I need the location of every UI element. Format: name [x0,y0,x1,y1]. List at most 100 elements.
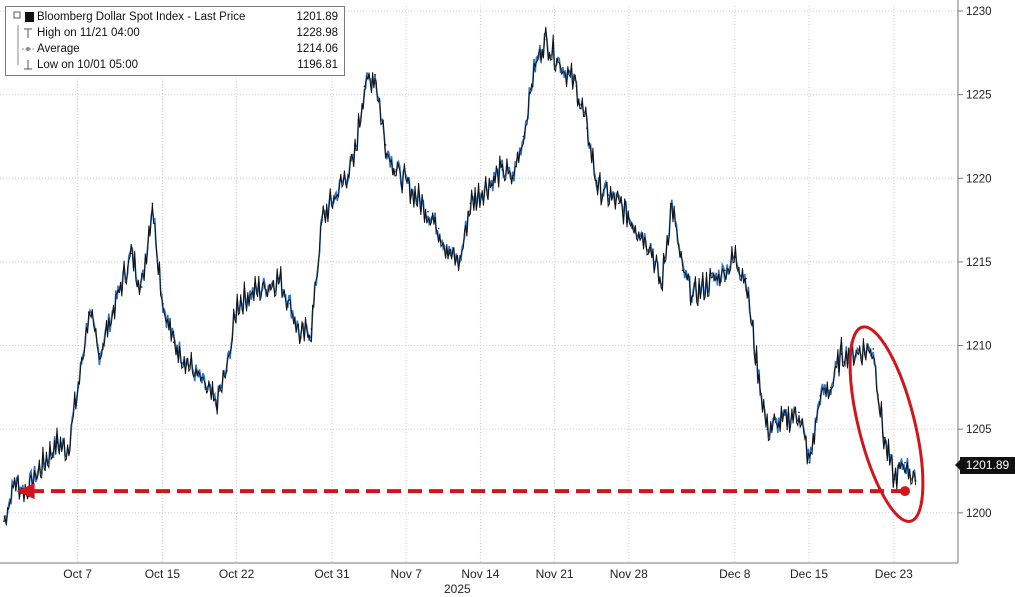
low-marker-icon [12,57,34,73]
red-endpoint-dot [900,486,910,497]
data-point [151,202,154,205]
x-tick-label: Dec 15 [790,567,828,581]
y-tick-label: 1220 [966,173,992,185]
data-point [660,286,662,288]
x-tick-label: Nov 14 [461,567,499,581]
data-point [278,277,281,280]
data-point [310,328,313,330]
legend-row-low: Low on 10/01 05:00 1196.81 [6,57,344,73]
legend-low-value: 1196.81 [297,59,338,71]
data-point [893,478,896,481]
y-tick-label: 1200 [966,508,992,520]
data-point [130,252,132,255]
data-point [459,261,461,263]
legend-average-value: 1214.06 [296,43,338,55]
data-point [321,219,323,221]
y-tick-label: 1205 [966,424,992,436]
gridlines [0,6,958,563]
data-point [3,520,5,522]
data-point [808,461,811,464]
data-point [914,480,917,482]
data-point [692,294,694,297]
data-point [374,73,376,76]
data-point [353,160,355,163]
legend-low-label: Low on 10/01 05:00 [37,59,139,71]
price-series [3,26,917,526]
data-point [437,227,440,230]
data-point [575,85,578,88]
data-point [363,85,366,88]
legend-average-label: Average [37,43,80,55]
data-point [766,428,768,430]
data-point [830,386,832,389]
x-tick-label: Oct 7 [63,567,92,581]
data-point [872,348,874,350]
data-point [798,411,800,414]
data-point [427,210,429,213]
data-point [236,302,238,305]
data-point [649,244,652,246]
data-point [586,127,588,129]
data-point [77,386,79,389]
x-tick-label: Nov 28 [610,567,648,581]
data-point [755,361,758,364]
series-line-blue [3,31,917,522]
x-tick-label: Nov 21 [536,567,574,581]
data-point [681,269,684,272]
data-point [840,353,843,355]
y-tick-label: 1225 [966,90,992,102]
legend-swatch-icon [12,9,34,25]
data-point [395,169,398,171]
data-point [225,369,228,372]
data-point [904,461,906,464]
legend-high-value: 1228.98 [296,27,338,39]
data-point [671,202,673,205]
x-axis-year-label: 2025 [444,582,471,596]
data-point [66,448,69,451]
data-point [204,386,207,389]
x-tick-label: Oct 15 [145,567,181,581]
y-tick-label: 1230 [966,6,992,18]
axes: 1200 1205 1210 1215 1220 1225 1230 Oct 7 Oct 15 O… [0,0,992,581]
data-point [448,252,451,255]
x-tick-label: Dec 8 [719,567,751,581]
y-tick-label: 1215 [966,257,992,269]
x-tick-label: Oct 31 [314,567,350,581]
data-point [300,336,302,338]
data-point [469,202,472,205]
annotations [16,325,925,523]
data-point [734,256,737,258]
data-point [819,394,821,397]
data-point [172,341,175,344]
legend-last-value: 1201.89 [296,11,338,23]
y-tick-label: 1210 [966,341,992,353]
high-marker-icon [12,25,34,41]
data-point [596,185,599,188]
legend-row-last-price: Bloomberg Dollar Spot Index - Last Price… [6,9,344,25]
data-point [13,480,16,482]
data-point [745,277,747,280]
red-arrowhead-icon [16,483,35,500]
average-marker-icon [12,41,34,57]
data-point [618,202,620,205]
legend-box: Bloomberg Dollar Spot Index - Last Price… [5,6,345,76]
x-tick-label: Oct 22 [219,567,255,581]
data-point [98,353,101,355]
data-point [162,302,164,305]
x-tick-label: Dec 23 [875,567,913,581]
data-point [724,269,726,272]
data-point [522,135,525,138]
data-point [543,38,546,41]
data-point [533,68,535,71]
legend-row-average: Average 1214.06 [6,41,344,57]
data-point [141,286,143,288]
data-point [247,294,249,297]
data-point [215,403,217,405]
data-point [56,441,58,444]
legend-title: Bloomberg Dollar Spot Index - Last Price [37,11,246,23]
legend-row-high: High on 11/21 04:00 1228.98 [6,25,344,41]
data-point [512,177,514,180]
data-point [501,169,504,171]
data-point [384,144,387,146]
